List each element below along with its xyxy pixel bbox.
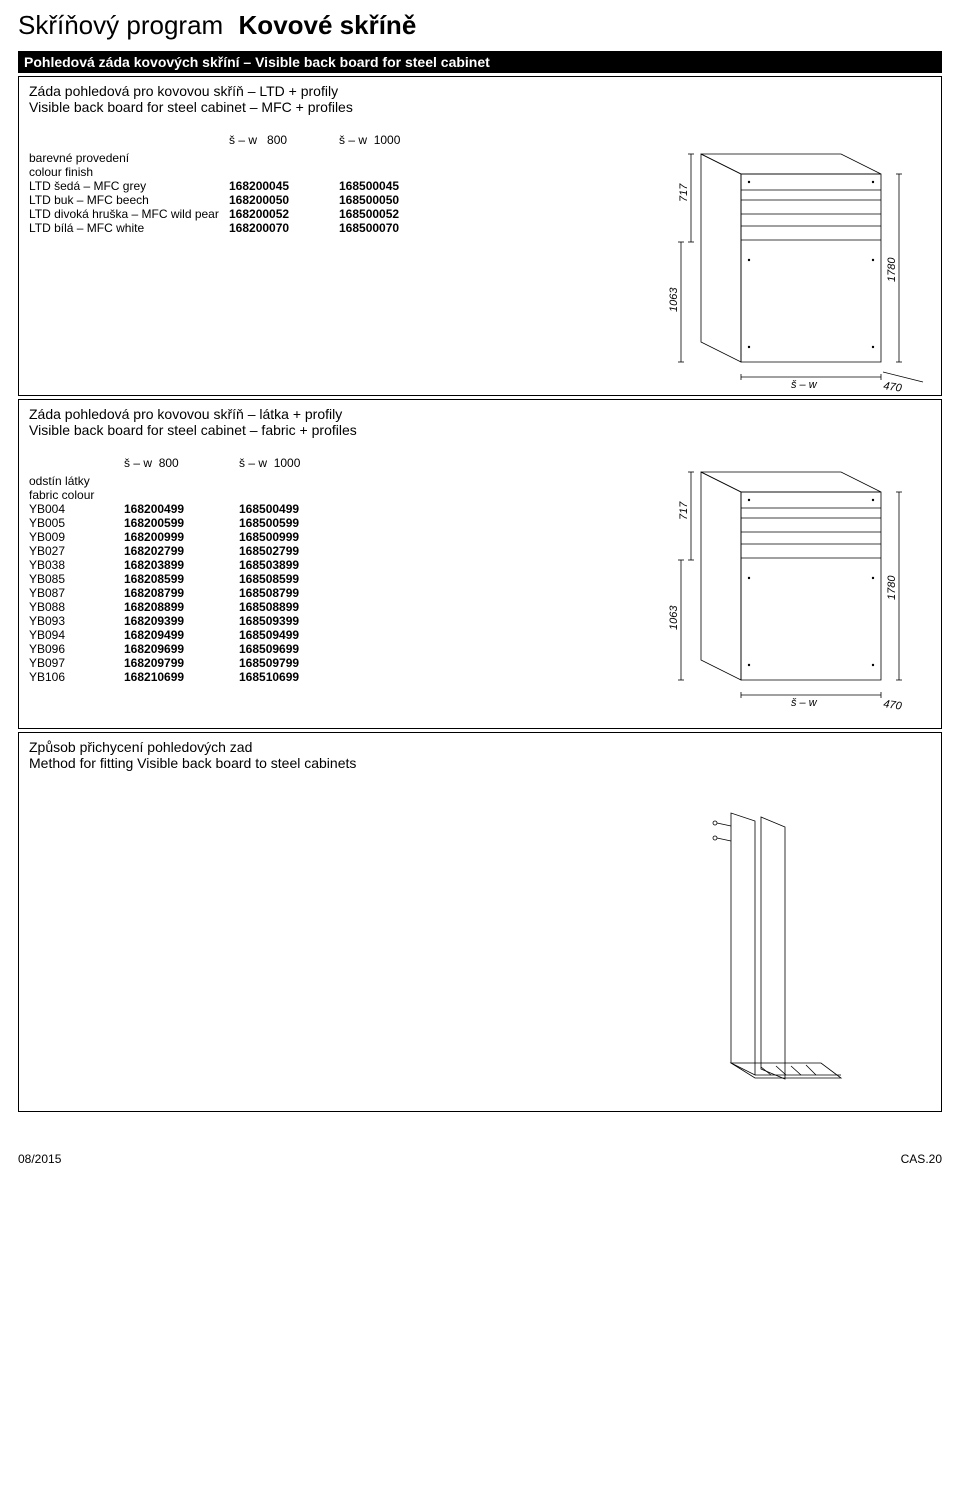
table-row: YB096168209699168509699 bbox=[29, 642, 354, 656]
b1-desc-cz: Záda pohledová pro kovovou skříň – LTD +… bbox=[29, 83, 931, 99]
svg-text:470: 470 bbox=[883, 380, 904, 395]
svg-text:1780: 1780 bbox=[886, 257, 898, 282]
b3-desc-en: Method for fitting Visible back board to… bbox=[29, 755, 931, 771]
b1-diagram: 717 1063 1780 š – w 470 bbox=[641, 142, 911, 395]
page-title: Skříňový program Kovové skříně bbox=[18, 10, 942, 41]
b3-desc-cz: Způsob přichycení pohledových zad bbox=[29, 739, 931, 755]
section-header: Pohledová záda kovových skříní – Visible… bbox=[18, 51, 942, 73]
b2-table: š – w 800 š – w 1000 odstín látky fabric… bbox=[29, 456, 354, 684]
table-row: YB005168200599168500599 bbox=[29, 516, 354, 530]
svg-text:470: 470 bbox=[883, 698, 904, 713]
table-row: YB097168209799168509799 bbox=[29, 656, 354, 670]
table-row: YB093168209399168509399 bbox=[29, 614, 354, 628]
table-row: YB094168209499168509499 bbox=[29, 628, 354, 642]
table-row: YB004168200499168500499 bbox=[29, 502, 354, 516]
b1-desc-en: Visible back board for steel cabinet – M… bbox=[29, 99, 931, 115]
b3-diagram bbox=[681, 793, 861, 1096]
svg-text:717: 717 bbox=[678, 183, 690, 202]
table-row: YB087168208799168508799 bbox=[29, 586, 354, 600]
block-fabric: Záda pohledová pro kovovou skříň – látka… bbox=[18, 399, 942, 729]
svg-text:1780: 1780 bbox=[886, 575, 898, 600]
table-row: LTD buk – MFC beech168200050168500050 bbox=[29, 193, 449, 207]
b2-desc-cz: Záda pohledová pro kovovou skříň – látka… bbox=[29, 406, 931, 422]
title-part-a: Skříňový program bbox=[18, 10, 223, 40]
table-row: YB038168203899168503899 bbox=[29, 558, 354, 572]
table-row: LTD bílá – MFC white168200070168500070 bbox=[29, 221, 449, 235]
svg-text:š – w: š – w bbox=[791, 697, 818, 709]
footer-date: 08/2015 bbox=[18, 1152, 61, 1166]
footer-code: CAS.20 bbox=[901, 1152, 942, 1166]
table-row: YB009168200999168500999 bbox=[29, 530, 354, 544]
table-row: LTD šedá – MFC grey168200045168500045 bbox=[29, 179, 449, 193]
table-row: YB027168202799168502799 bbox=[29, 544, 354, 558]
table-row: YB088168208899168508899 bbox=[29, 600, 354, 614]
block-ltd: Záda pohledová pro kovovou skříň – LTD +… bbox=[18, 76, 942, 396]
footer: 08/2015 CAS.20 bbox=[18, 1152, 942, 1166]
b2-diagram: 717 1063 1780 š – w 470 bbox=[641, 460, 911, 713]
table-row: LTD divoká hruška – MFC wild pear1682000… bbox=[29, 207, 449, 221]
b2-desc-en: Visible back board for steel cabinet – f… bbox=[29, 422, 931, 438]
svg-text:717: 717 bbox=[678, 501, 690, 520]
svg-text:1063: 1063 bbox=[668, 605, 680, 630]
title-part-b: Kovové skříně bbox=[239, 10, 417, 40]
b1-table: š – w 800 š – w 1000 barevné provedení c… bbox=[29, 133, 449, 235]
table-row: YB106168210699168510699 bbox=[29, 670, 354, 684]
table-row: YB085168208599168508599 bbox=[29, 572, 354, 586]
svg-text:1063: 1063 bbox=[668, 287, 680, 312]
block-method: Způsob přichycení pohledových zad Method… bbox=[18, 732, 942, 1112]
svg-text:š – w: š – w bbox=[791, 379, 818, 391]
